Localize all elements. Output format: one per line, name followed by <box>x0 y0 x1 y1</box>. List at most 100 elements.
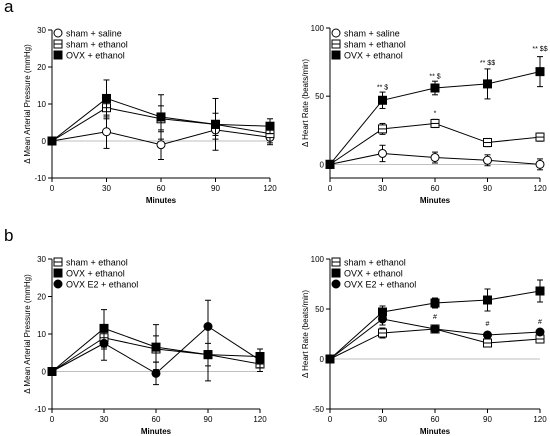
x-tick-label: 60 <box>431 415 440 424</box>
panel-label-b: b <box>4 226 14 245</box>
legend-label: sham + ethanol <box>66 258 128 268</box>
error-bar <box>205 327 211 382</box>
data-point <box>483 155 492 165</box>
series-sham-saline <box>47 114 275 160</box>
legend-label: OVX E2 + ethanol <box>344 280 416 290</box>
data-point <box>102 103 111 113</box>
x-tick-label: 60 <box>157 184 166 193</box>
x-tick-label: 30 <box>378 415 387 424</box>
significance-label: * <box>434 110 437 117</box>
series-ovx-e2-ethanol <box>47 299 265 386</box>
data-point <box>378 148 387 158</box>
data-point <box>211 119 220 129</box>
data-point <box>255 352 265 361</box>
legend-marker <box>331 39 341 49</box>
data-point <box>378 124 387 134</box>
data-point <box>535 327 545 337</box>
legend-marker <box>53 279 63 289</box>
error-bar <box>484 339 491 347</box>
error-bar <box>537 132 543 142</box>
x-tick-label: 60 <box>431 184 440 193</box>
legend-label: OVX + ethanol <box>344 51 403 61</box>
legend-entry: OVX + ethanol <box>331 50 403 61</box>
legend-marker <box>331 279 341 289</box>
series-ovx-ethanol <box>47 79 275 151</box>
significance-label: ** $$ <box>480 60 495 67</box>
x-axis-label: Minutes <box>420 196 451 205</box>
legend-label: OVX + ethanol <box>344 269 403 279</box>
error-bar <box>153 361 159 386</box>
y-tick-label: 30 <box>37 26 46 35</box>
data-point <box>47 367 57 376</box>
x-tick-label: 0 <box>328 415 333 424</box>
series-line <box>329 122 541 165</box>
legend-label: OVX + ethanol <box>66 51 125 61</box>
significance-label: # <box>433 314 437 321</box>
y-tick-label: 100 <box>311 24 325 33</box>
significance-label: ** $$ <box>532 46 547 53</box>
significance-label: ** $ <box>377 84 388 91</box>
data-point <box>378 314 387 324</box>
x-tick-label: 120 <box>533 184 547 193</box>
data-point <box>203 322 213 331</box>
series-line <box>51 325 261 374</box>
series-line <box>51 97 271 142</box>
data-point <box>430 298 440 308</box>
legend-entry: OVX + ethanol <box>53 50 125 61</box>
axes: -10 0 10 20 30 0 30 60 90 120 <box>34 255 267 424</box>
legend-marker <box>331 268 341 278</box>
error-bar <box>257 356 263 372</box>
axes: -50 0 50 100 0 30 60 90 120 <box>311 255 548 424</box>
series-line <box>51 107 271 142</box>
error-bar <box>432 325 438 333</box>
y-tick-label: -10 <box>34 174 46 183</box>
legend-marker <box>331 28 341 38</box>
error-bar <box>432 325 438 333</box>
data-point <box>211 125 220 135</box>
data-point <box>255 355 265 365</box>
y-tick-label: 20 <box>37 63 46 72</box>
error-bar <box>537 335 543 343</box>
x-tick-label: 90 <box>211 184 220 193</box>
legend-entry: OVX E2 + ethanol <box>53 279 138 290</box>
error-bar <box>484 288 491 312</box>
data-point <box>430 118 440 128</box>
error-bar <box>205 299 211 354</box>
legend-entry: sham + ethanol <box>53 257 128 268</box>
y-tick-label: 0 <box>320 355 325 364</box>
series-sham-saline <box>325 144 545 171</box>
legend-entry: sham + ethanol <box>331 257 406 268</box>
legend-marker <box>53 268 63 278</box>
x-tick-label: 120 <box>253 415 267 424</box>
y-tick-label: 0 <box>42 137 47 146</box>
y-tick-label: 10 <box>37 100 46 109</box>
error-bar <box>101 309 107 348</box>
error-bar <box>537 158 543 171</box>
data-point <box>378 307 387 317</box>
y-tick-label: 50 <box>315 305 324 314</box>
panel-label-a: a <box>4 0 14 16</box>
series-sham-ethanol <box>47 96 275 146</box>
legend-marker <box>53 39 63 49</box>
error-bar <box>212 97 219 151</box>
x-tick-label: 0 <box>50 184 55 193</box>
data-point <box>535 334 545 344</box>
legend-marker <box>331 50 341 60</box>
data-point <box>151 342 161 352</box>
data-point <box>483 79 492 89</box>
series-line <box>51 129 271 146</box>
error-bar <box>432 80 438 96</box>
x-tick-label: 60 <box>152 415 161 424</box>
legend-entry: OVX + ethanol <box>53 268 125 279</box>
data-point <box>378 95 387 105</box>
legend-entry: sham + ethanol <box>331 39 406 50</box>
error-bar <box>379 122 386 135</box>
data-point <box>265 121 275 131</box>
x-tick-label: 120 <box>533 415 547 424</box>
error-bar <box>153 324 159 371</box>
series-ovx-ethanol <box>47 309 265 382</box>
